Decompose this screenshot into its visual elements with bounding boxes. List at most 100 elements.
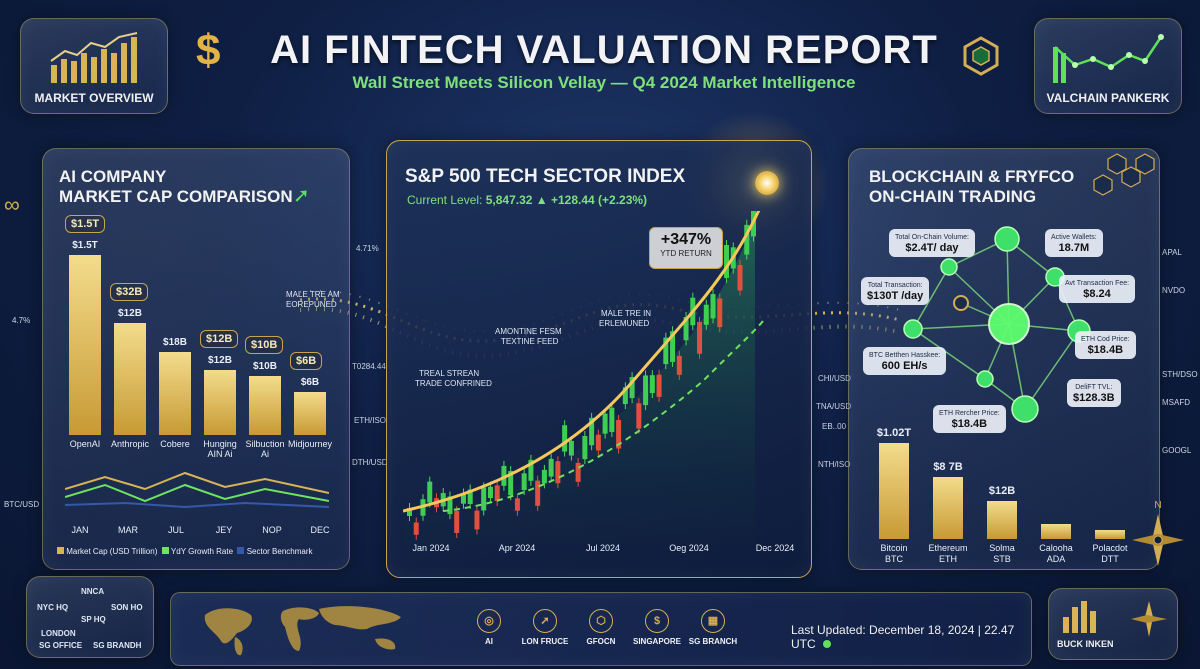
right-tag-5: GOOGL <box>1162 446 1192 455</box>
month-label: NOP <box>262 525 282 535</box>
stat-label: Active Wallets: <box>1051 234 1097 241</box>
right-tag-2: NVDO <box>1162 286 1186 295</box>
right-panel-title-2: ON-CHAIN TRADING <box>869 187 1037 206</box>
crypto-bar-value: $8 7B <box>933 461 963 473</box>
legend-growth: YdY Growth Rate <box>170 547 234 556</box>
right-tag-4: MSAFD <box>1162 398 1190 407</box>
annotation-2: TEXTINE FEED <box>501 337 559 346</box>
valchain-card[interactable]: VALCHAIN PANKERK <box>1034 18 1182 114</box>
crypto-bar-name: Calooha <box>1039 543 1073 553</box>
candle-body <box>460 493 466 504</box>
right-tag-1: APAL <box>1162 248 1182 257</box>
annotation-5: MALE TRE IN <box>601 309 652 318</box>
stat-label: Avt Transaction Fee: <box>1065 280 1130 287</box>
buck-inken-card[interactable]: BUCK INKEN <box>1048 588 1178 660</box>
candle-body <box>697 321 703 354</box>
office-nyc: NYC HQ <box>37 603 69 612</box>
candle-body <box>467 489 473 504</box>
candle-body <box>568 440 574 456</box>
left-legend: Market Cap (USD Trillion) YdY Growth Rat… <box>57 547 347 556</box>
crypto-bar-name: Bitcoin <box>880 543 908 553</box>
stat-value: $18.4B <box>951 418 988 430</box>
crypto-bar-value: $12B <box>988 485 1016 497</box>
office-sg-branch: SG BRANDH <box>93 641 142 650</box>
bar-category-label: Anthropic <box>110 439 150 449</box>
office-map-card[interactable]: NYC HQ NNCA SP HQ SON HO LONDON SG OFFIC… <box>26 576 154 658</box>
candle-body <box>427 481 433 503</box>
candle-body <box>609 407 615 432</box>
candle-body <box>744 224 750 255</box>
candle-body <box>582 436 588 460</box>
hexagon-logo-icon <box>963 36 999 76</box>
footer-nav-item[interactable]: ▦ SG BRANCH <box>685 609 741 646</box>
footer-item-label: SG BRANCH <box>688 637 738 646</box>
stat-value: $130T /day <box>867 290 924 302</box>
crypto-bar-value: $1.02T <box>876 427 912 439</box>
candle-body <box>663 337 669 365</box>
footer-item-label: LON FRUCE <box>521 637 569 646</box>
network-chart-icon <box>1053 34 1164 83</box>
node-stats: Total On-Chain Volume: $2.4T/ day Active W… <box>849 149 1159 569</box>
onchain-stat: Total On-Chain Volume: $2.4T/ day <box>889 229 975 257</box>
bar-value-label: $6B <box>300 377 320 388</box>
footer-bar: ◎ AI ➚ LON FRUCE ⬡ GFOCN $ SINGAPORE ▦ SG BRANCH … <box>170 592 1032 666</box>
bar-callout: $10B <box>245 336 284 354</box>
candle-body <box>575 462 581 482</box>
candle-body <box>454 511 460 533</box>
crypto-bar-name: Ethereum <box>928 543 968 553</box>
stat-value: $8.24 <box>1083 288 1111 300</box>
footer-item-label: GFOCN <box>586 637 616 646</box>
office-son: SON HO <box>111 603 143 612</box>
hex-badges <box>1093 153 1155 196</box>
stat-label: DeliFT TVL: <box>1075 384 1113 391</box>
onchain-stat: Avt Transaction Fee: $8.24 <box>1059 275 1136 303</box>
office-london: LONDON <box>41 629 76 638</box>
bar-value-label: $12B <box>208 355 232 366</box>
bar-callout: $1.5T <box>65 215 106 233</box>
left-tag-1: 4.71% <box>356 244 379 253</box>
left-tag-6: BTC/USD <box>4 500 40 509</box>
candle-body <box>413 522 419 535</box>
candle-body <box>528 459 534 481</box>
ytd-value: +347% <box>660 231 712 248</box>
mid-right-tag-3: EB..00 <box>822 422 847 431</box>
candle-body <box>474 510 480 530</box>
current-level-value: 5,847.32 ▲ +128.44 (+2.23%) <box>485 193 648 207</box>
footer-item-icon: ◎ <box>477 609 501 633</box>
market-overview-card[interactable]: MARKET OVERVIEW <box>20 18 168 114</box>
office-nnca: NNCA <box>81 587 105 596</box>
month-axis: JAN MAR JUL JEY NOP DEC <box>43 525 349 539</box>
candle-body <box>548 458 554 477</box>
footer-nav-item[interactable]: ➚ LON FRUCE <box>517 609 573 646</box>
candle-body <box>407 508 412 516</box>
bar-category-label: OpenAI <box>69 439 101 449</box>
bar-callout: $12B <box>200 330 239 348</box>
crypto-bar-name: Polacdot <box>1092 543 1128 553</box>
date-label: Jan 2024 <box>412 543 450 553</box>
center-panel-title: S&P 500 TECH SECTOR INDEX <box>405 166 686 187</box>
report-subtitle: Wall Street Meets Silicon Vellay — Q4 20… <box>352 73 856 92</box>
onchain-stat: DeliFT TVL: $128.3B <box>1067 379 1121 407</box>
legend-benchmark: Sector Benchmark <box>246 547 313 556</box>
footer-nav-item[interactable]: $ SINGAPORE <box>629 609 685 646</box>
crypto-bar-name: Solma <box>989 543 1015 553</box>
candle-body <box>535 480 541 506</box>
bar-value-label: $18B <box>163 337 187 348</box>
bar-chart-icon <box>50 32 138 83</box>
bar-category-label: Hunging AIN Ai <box>203 439 237 459</box>
crypto-bar-ticker: STB <box>993 554 1011 564</box>
bar-callout: $32B <box>110 283 149 301</box>
candle-body <box>649 375 655 394</box>
market-cap-bar <box>114 323 146 435</box>
crypto-bar <box>1041 524 1071 539</box>
office-sg: SG OFFICE <box>39 641 83 650</box>
annotation-8: EOREPUNED <box>286 300 337 309</box>
footer-nav-item[interactable]: ⬡ GFOCN <box>573 609 629 646</box>
footer-nav-item[interactable]: ◎ AI <box>461 609 517 646</box>
legend-swatch-benchmark <box>237 547 245 554</box>
ai-market-cap-panel: AI COMPANY MARKET CAP COMPARISON ➚ $1.5T… <box>42 148 350 570</box>
crypto-bar <box>987 501 1017 539</box>
ytd-label: YTD RETURN <box>660 249 712 258</box>
footer-item-icon: ▦ <box>701 609 725 633</box>
mini-bar-icon <box>1063 601 1096 633</box>
